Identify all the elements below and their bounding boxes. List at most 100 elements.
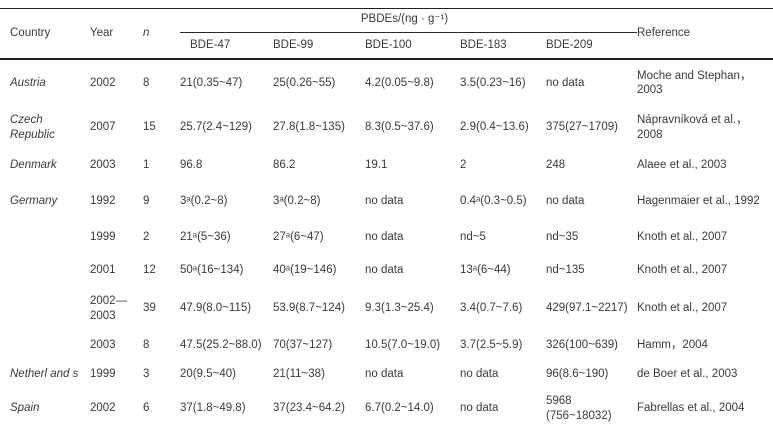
col-header-pbdes-group: PBDEs/(ng · g⁻¹) [180, 8, 637, 33]
cell-n: 39 [143, 302, 156, 315]
cell-n: 8 [143, 76, 150, 89]
table-row: 2002—2003 39 47.9(8.0~115) 53.9(8.7~124)… [0, 287, 773, 331]
cell-bde47: 47.5(25.2~88.0) [180, 339, 262, 352]
cell-bde47: 50ᵃ(16~134) [180, 263, 244, 276]
cell-bde99: 27ᵃ(6~47) [273, 231, 324, 244]
table-row: Austria 2002 8 21(0.35~47) 25(0.26~55) 4… [0, 59, 773, 107]
table-row: Czech Republic 2007 15 25.7(2.4~129) 27.… [0, 107, 773, 149]
cell-bde100: no data [365, 195, 404, 208]
table-row: 1999 2 21ᵃ(5~36) 27ᵃ(6~47) no data nd~5 … [0, 222, 773, 254]
cell-year: 1999 [90, 231, 116, 244]
cell-n: 8 [143, 339, 150, 352]
cell-bde47: 21(0.35~47) [180, 76, 243, 89]
cell-reference: Alaee et al., 2003 [637, 158, 727, 171]
cell-bde99: 21(11~38) [273, 367, 325, 380]
cell-n: 2 [143, 231, 150, 244]
cell-bde209: 5968 (756~18032) [546, 395, 612, 422]
cell-country: Denmark [10, 158, 57, 171]
pbde-table: Country Year n PBDEs/(ng · g⁻¹) Referenc… [0, 8, 773, 425]
cell-bde183: no data [460, 367, 499, 380]
col-header-country: Country [10, 27, 51, 40]
cell-bde99: 40ᵃ(19~146) [273, 263, 337, 276]
col-header-reference: Reference [637, 27, 691, 40]
cell-bde183: nd~5 [460, 231, 486, 244]
cell-n: 9 [143, 195, 150, 208]
cell-bde99: 27.8(1.8~135) [273, 121, 345, 134]
cell-reference: Knoth et al., 2007 [637, 263, 728, 276]
cell-n: 1 [143, 158, 150, 171]
cell-bde183: no data [460, 402, 499, 415]
cell-country: Czech Republic [10, 114, 55, 141]
cell-country: Germany [10, 195, 58, 208]
cell-n: 12 [143, 263, 156, 276]
cell-bde99: 53.9(8.7~124) [273, 302, 345, 315]
col-header-bde100: BDE-100 [365, 39, 412, 52]
cell-year: 2003 [90, 158, 116, 171]
cell-bde99: 3ᵃ(0.2~8) [273, 195, 321, 208]
cell-country [0, 287, 90, 331]
cell-bde100: 6.7(0.2~14.0) [365, 402, 434, 415]
col-header-n: n [143, 27, 150, 40]
cell-bde47: 20(9.5~40) [180, 367, 236, 380]
col-header-bde209: BDE-209 [546, 39, 593, 52]
col-header-bde183: BDE-183 [460, 39, 507, 52]
cell-country [0, 254, 90, 287]
table-body: Austria 2002 8 21(0.35~47) 25(0.26~55) 4… [0, 59, 773, 425]
cell-country: Netherl and s [10, 367, 79, 380]
cell-bde100: 19.1 [365, 158, 388, 171]
cell-country: Spain [10, 402, 40, 415]
cell-year: 2007 [90, 121, 116, 134]
cell-bde183: 3.7(2.5~5.9) [460, 339, 523, 352]
cell-bde209: no data [546, 76, 585, 89]
col-header-year: Year [90, 27, 114, 40]
cell-bde100: no data [365, 367, 404, 380]
cell-reference: Hamm，2004 [637, 339, 708, 352]
cell-country: Austria [10, 76, 46, 89]
cell-bde209: 248 [546, 158, 566, 171]
table-row: 2001 12 50ᵃ(16~134) 40ᵃ(19~146) no data … [0, 254, 773, 287]
cell-country [0, 331, 90, 361]
table-header: Country Year n PBDEs/(ng · g⁻¹) Referenc… [0, 8, 773, 59]
cell-n: 15 [143, 121, 156, 134]
header-row-group: Country Year n PBDEs/(ng · g⁻¹) Referenc… [0, 8, 773, 39]
cell-bde47: 25.7(2.4~129) [180, 121, 252, 134]
header-row-congeners: BDE-47 BDE-99 BDE-100 BDE-183 BDE-209 [0, 33, 773, 59]
cell-bde183: 3.5(0.23~16) [460, 76, 526, 89]
cell-bde100: 8.3(0.5~37.6) [365, 121, 434, 134]
cell-bde183: 3.4(0.7~7.6) [460, 302, 523, 315]
table-row: Denmark 2003 1 96.8 86.2 19.1 2 248 Alae… [0, 149, 773, 182]
cell-bde183: 0.4ᵃ(0.3~0.5) [460, 195, 527, 208]
cell-bde209: 326(100~639) [546, 339, 618, 352]
cell-n: 3 [143, 367, 150, 380]
cell-year: 2001 [90, 263, 116, 276]
cell-year: 2002—2003 [90, 295, 128, 322]
cell-bde47: 96.8 [180, 158, 203, 171]
cell-bde183: 13ᵃ(6~44) [460, 263, 511, 276]
cell-bde209: 375(27~1709) [546, 121, 618, 134]
cell-bde209: nd~35 [546, 231, 579, 244]
cell-bde100: 4.2(0.05~9.8) [365, 76, 434, 89]
cell-bde99: 37(23.4~64.2) [273, 402, 345, 415]
cell-bde183: 2.9(0.4~13.6) [460, 121, 529, 134]
col-header-bde99: BDE-99 [273, 39, 314, 52]
cell-country [0, 222, 90, 254]
cell-year: 2002 [90, 402, 116, 415]
cell-reference: Nápravníková et al.，2008 [637, 114, 748, 141]
cell-reference: de Boer et al., 2003 [637, 367, 738, 380]
cell-bde99: 86.2 [273, 158, 296, 171]
cell-reference: Fabrellas et al., 2004 [637, 402, 745, 415]
cell-bde209: 96(8.6~190) [546, 367, 609, 380]
cell-bde209: 429(97.1~2217) [546, 302, 628, 315]
cell-year: 2002 [90, 76, 116, 89]
cell-bde99: 25(0.26~55) [273, 76, 336, 89]
table-row: 2003 8 47.5(25.2~88.0) 70(37~127) 10.5(7… [0, 331, 773, 361]
cell-bde183: 2 [460, 158, 467, 171]
cell-bde100: no data [365, 263, 404, 276]
table-row: Germany 1992 9 3ᵃ(0.2~8) 3ᵃ(0.2~8) no da… [0, 182, 773, 222]
col-header-bde47: BDE-47 [190, 39, 231, 52]
cell-reference: Knoth et al., 2007 [637, 231, 728, 244]
cell-reference: Moche and Stephan，2003 [637, 69, 752, 96]
cell-year: 2003 [90, 339, 116, 352]
cell-year: 1992 [90, 195, 116, 208]
